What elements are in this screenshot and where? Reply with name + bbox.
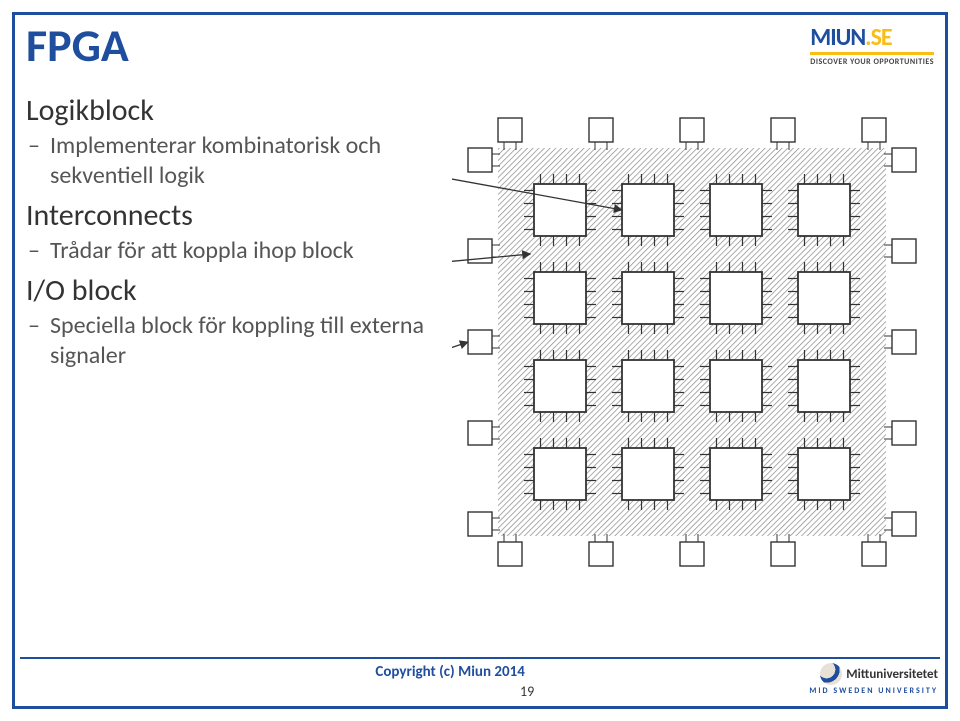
footer-logo: Mittuniversitetet MID SWEDEN UNIVERSITY <box>809 663 938 695</box>
section-bullet: Speciella block för koppling till extern… <box>50 311 446 371</box>
university-name: Mittuniversitetet <box>846 667 938 682</box>
page-number: 19 <box>520 683 534 700</box>
logo-suffix: .SE <box>865 23 891 52</box>
slide-title: FPGA <box>26 18 129 74</box>
footer: Copyright (c) Miun 2014 19 Mittuniversit… <box>0 657 960 705</box>
logo-text: MIUN <box>810 23 865 52</box>
fpga-diagram <box>452 76 932 616</box>
logo-tagline: DISCOVER YOUR OPPORTUNITIES <box>810 52 934 67</box>
footer-divider <box>20 657 940 659</box>
section-heading: I/O block <box>26 272 446 309</box>
university-icon <box>820 663 842 685</box>
content-text: Logikblock Implementerar kombinatorisk o… <box>26 86 446 377</box>
section-bullet: Implementerar kombinatorisk och sekventi… <box>50 131 446 191</box>
section-heading: Interconnects <box>26 197 446 234</box>
university-subname: MID SWEDEN UNIVERSITY <box>809 687 938 695</box>
copyright-text: Copyright (c) Miun 2014 <box>375 663 524 681</box>
header-logo: MIUN.SE DISCOVER YOUR OPPORTUNITIES <box>810 26 934 67</box>
section-bullet: Trådar för att koppla ihop block <box>50 236 446 266</box>
section-heading: Logikblock <box>26 92 446 129</box>
